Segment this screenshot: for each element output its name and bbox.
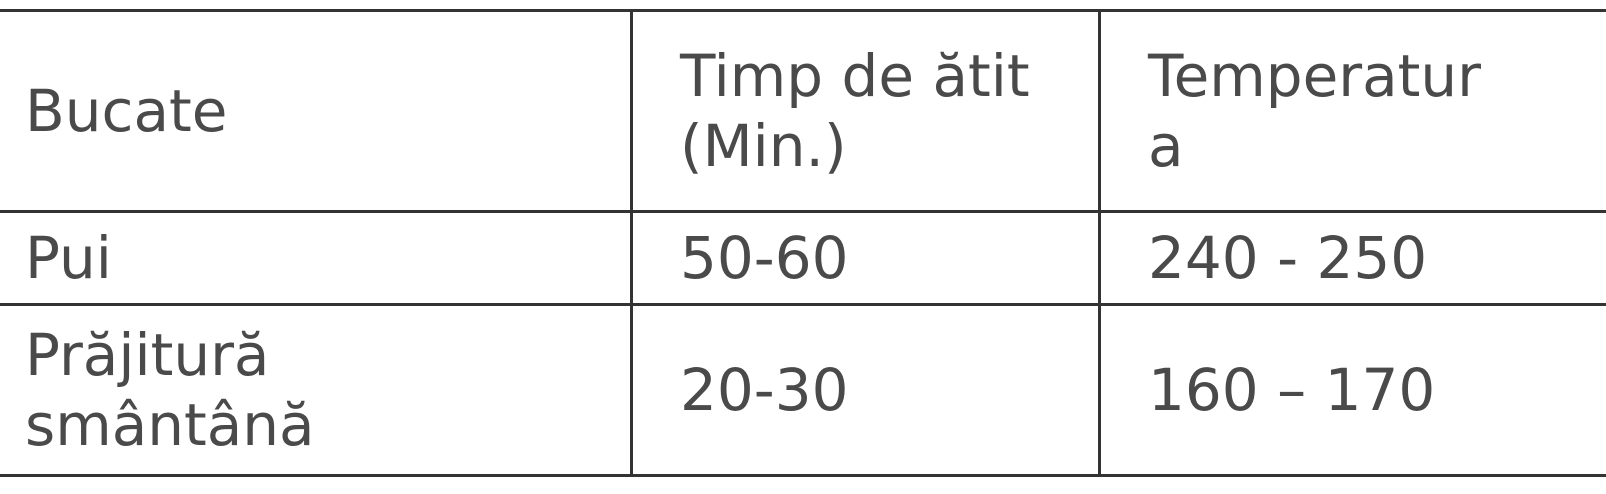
header-cell-temperature: Temperatur a: [1148, 42, 1481, 180]
table-cell: 20-30: [680, 356, 849, 424]
column-divider: [630, 9, 633, 477]
table-cell: Pui: [25, 224, 112, 292]
header-cell-time: Timp de ătit (Min.): [680, 42, 1030, 180]
table-border-top: [0, 9, 1606, 12]
table-cell: 50-60: [680, 224, 849, 292]
column-divider: [1098, 9, 1101, 477]
row-divider: [0, 210, 1606, 213]
row-divider: [0, 303, 1606, 306]
header-cell-dish: Bucate: [25, 77, 228, 145]
table-cell: Prăjitură smântână: [25, 321, 315, 459]
table-border-bottom: [0, 474, 1606, 477]
table-cell: 160 – 170: [1148, 356, 1436, 424]
table-cell: 240 - 250: [1148, 224, 1428, 292]
